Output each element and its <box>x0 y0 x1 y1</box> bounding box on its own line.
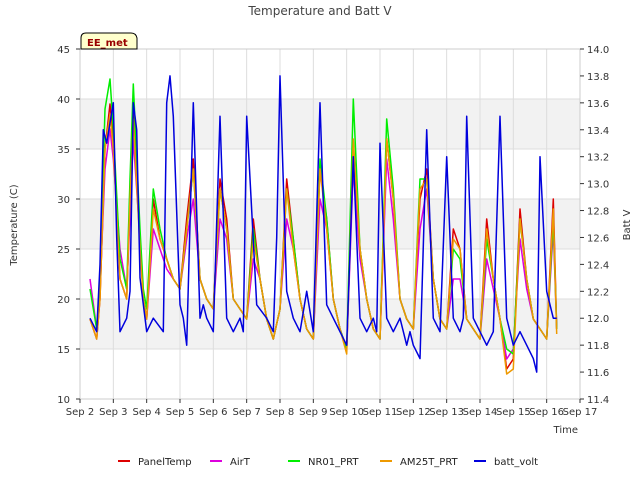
badge-box <box>80 32 138 50</box>
x-tick-label: Sep 17 <box>563 407 598 418</box>
y-tick-label: 40 <box>57 95 70 106</box>
x-tick-label: Sep 12 <box>396 407 431 418</box>
y-tick-label: 30 <box>57 195 70 206</box>
y2-tick-label: 11.8 <box>587 341 609 352</box>
x-tick-label: Sep 8 <box>266 407 294 418</box>
legend-label: AirT <box>230 457 251 468</box>
x-tick-label: Sep 2 <box>66 407 94 418</box>
x-tick-label: Sep 3 <box>99 407 127 418</box>
y2-tick-label: 12.6 <box>587 233 609 244</box>
y2-tick-label: 13.4 <box>587 126 609 137</box>
x-tick-label: Sep 4 <box>132 407 160 418</box>
y-tick-label: 15 <box>57 345 70 356</box>
y-tick-label: 20 <box>57 295 70 306</box>
station-badge: EE_met <box>80 32 138 50</box>
x-tick-label: Sep 13 <box>429 407 464 418</box>
x-tick-label: Sep 5 <box>166 407 194 418</box>
y2-tick-label: 13.6 <box>587 99 609 110</box>
y-tick-label: 35 <box>57 145 70 156</box>
plot-band <box>80 99 580 149</box>
y2-tick-label: 13.0 <box>587 180 609 191</box>
x-axis-title: Time <box>553 425 578 436</box>
y-axis-title: Temperature (C) <box>9 184 20 266</box>
x-tick-label: Sep 10 <box>329 407 364 418</box>
legend: PanelTemp AirT NR01_PRT AM25T_PRT batt_volt <box>118 457 538 468</box>
y2-tick-label: 12.4 <box>587 260 609 271</box>
legend-label: batt_volt <box>494 457 538 468</box>
y2-tick-label: 12.2 <box>587 287 609 298</box>
plot-frame <box>79 48 581 400</box>
y-tick-label: 45 <box>57 45 70 56</box>
badge-label: EE_met <box>87 38 128 49</box>
y2-tick-label: 13.2 <box>587 153 609 164</box>
y2-tick-label: 12.8 <box>587 207 609 218</box>
series-line-batt-volt <box>89 75 557 373</box>
y-tick-label: 25 <box>57 245 70 256</box>
y-tick-label: 10 <box>57 395 70 406</box>
x-tick-label: Sep 7 <box>232 407 260 418</box>
x-tick-label: Sep 9 <box>299 407 327 418</box>
y2-tick-label: 11.4 <box>587 395 609 406</box>
series-layer <box>89 75 558 375</box>
x-tick-label: Sep 15 <box>496 407 531 418</box>
legend-label: NR01_PRT <box>308 457 359 468</box>
y2-tick-label: 14.0 <box>587 45 609 56</box>
y2-axis-title: Batt V <box>622 209 633 240</box>
x-tick-label: Sep 16 <box>529 407 564 418</box>
x-tick-label: Sep 11 <box>363 407 398 418</box>
legend-label: PanelTemp <box>138 457 192 468</box>
chart-title: Temperature and Batt V <box>247 4 392 18</box>
x-tick-label: Sep 6 <box>199 407 227 418</box>
y2-tick-label: 12.0 <box>587 314 609 325</box>
y2-tick-label: 13.8 <box>587 72 609 83</box>
x-tick-label: Sep 14 <box>463 407 498 418</box>
axes-layer: Sep 2 Sep 3 Sep 4 Sep 5 Sep 6 Sep 7 Sep 8 Sep 9… <box>57 45 609 418</box>
series-line-am25t-prt <box>89 113 558 375</box>
y2-tick-label: 11.6 <box>587 368 609 379</box>
legend-label: AM25T_PRT <box>400 457 459 468</box>
